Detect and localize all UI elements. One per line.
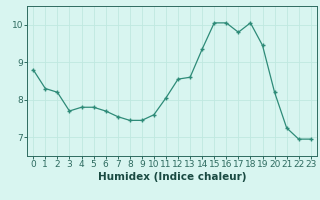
X-axis label: Humidex (Indice chaleur): Humidex (Indice chaleur)	[98, 172, 246, 182]
